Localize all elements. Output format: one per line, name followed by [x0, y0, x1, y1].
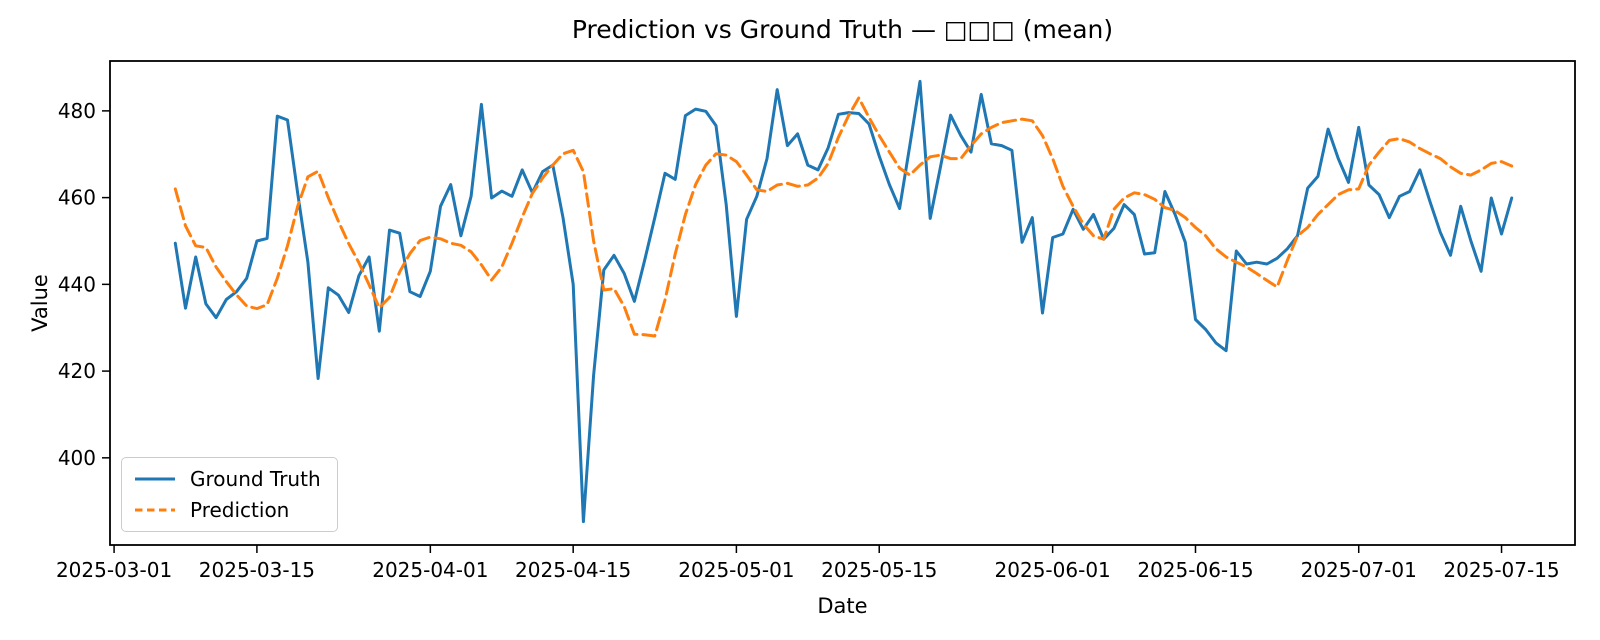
x-tick-label: 2025-05-15: [821, 558, 937, 582]
x-axis-label: Date: [817, 594, 868, 618]
x-tick-label: 2025-03-01: [56, 558, 172, 582]
y-tick-label: 400: [58, 446, 96, 470]
y-tick-label: 460: [58, 186, 96, 210]
ground-truth-line: [173, 79, 1514, 524]
y-tick-label: 480: [58, 99, 96, 123]
x-tick-label: 2025-03-15: [199, 558, 315, 582]
legend: Ground Truth Prediction: [121, 457, 338, 532]
legend-item-ground-truth: Ground Truth: [134, 467, 321, 491]
chart-title: Prediction vs Ground Truth — □□□ (mean): [571, 15, 1114, 44]
y-tick-label: 440: [58, 272, 96, 296]
x-tick-label: 2025-07-01: [1301, 558, 1417, 582]
y-tick-label: 420: [58, 359, 96, 383]
legend-label-ground-truth: Ground Truth: [190, 467, 321, 491]
x-tick-label: 2025-06-15: [1137, 558, 1253, 582]
legend-label-prediction: Prediction: [190, 498, 290, 522]
legend-item-prediction: Prediction: [134, 498, 321, 522]
prediction-line: [173, 96, 1514, 338]
axes-spines: [109, 60, 1576, 546]
y-axis-label: Value: [28, 274, 52, 332]
x-tick-label: 2025-07-15: [1443, 558, 1559, 582]
x-tick-label: 2025-06-01: [995, 558, 1111, 582]
x-tick-label: 2025-05-01: [678, 558, 794, 582]
x-tick-label: 2025-04-15: [515, 558, 631, 582]
prediction-line-swatch: [135, 508, 175, 512]
x-tick-label: 2025-04-01: [372, 558, 488, 582]
ground-truth-line-swatch: [135, 477, 175, 481]
